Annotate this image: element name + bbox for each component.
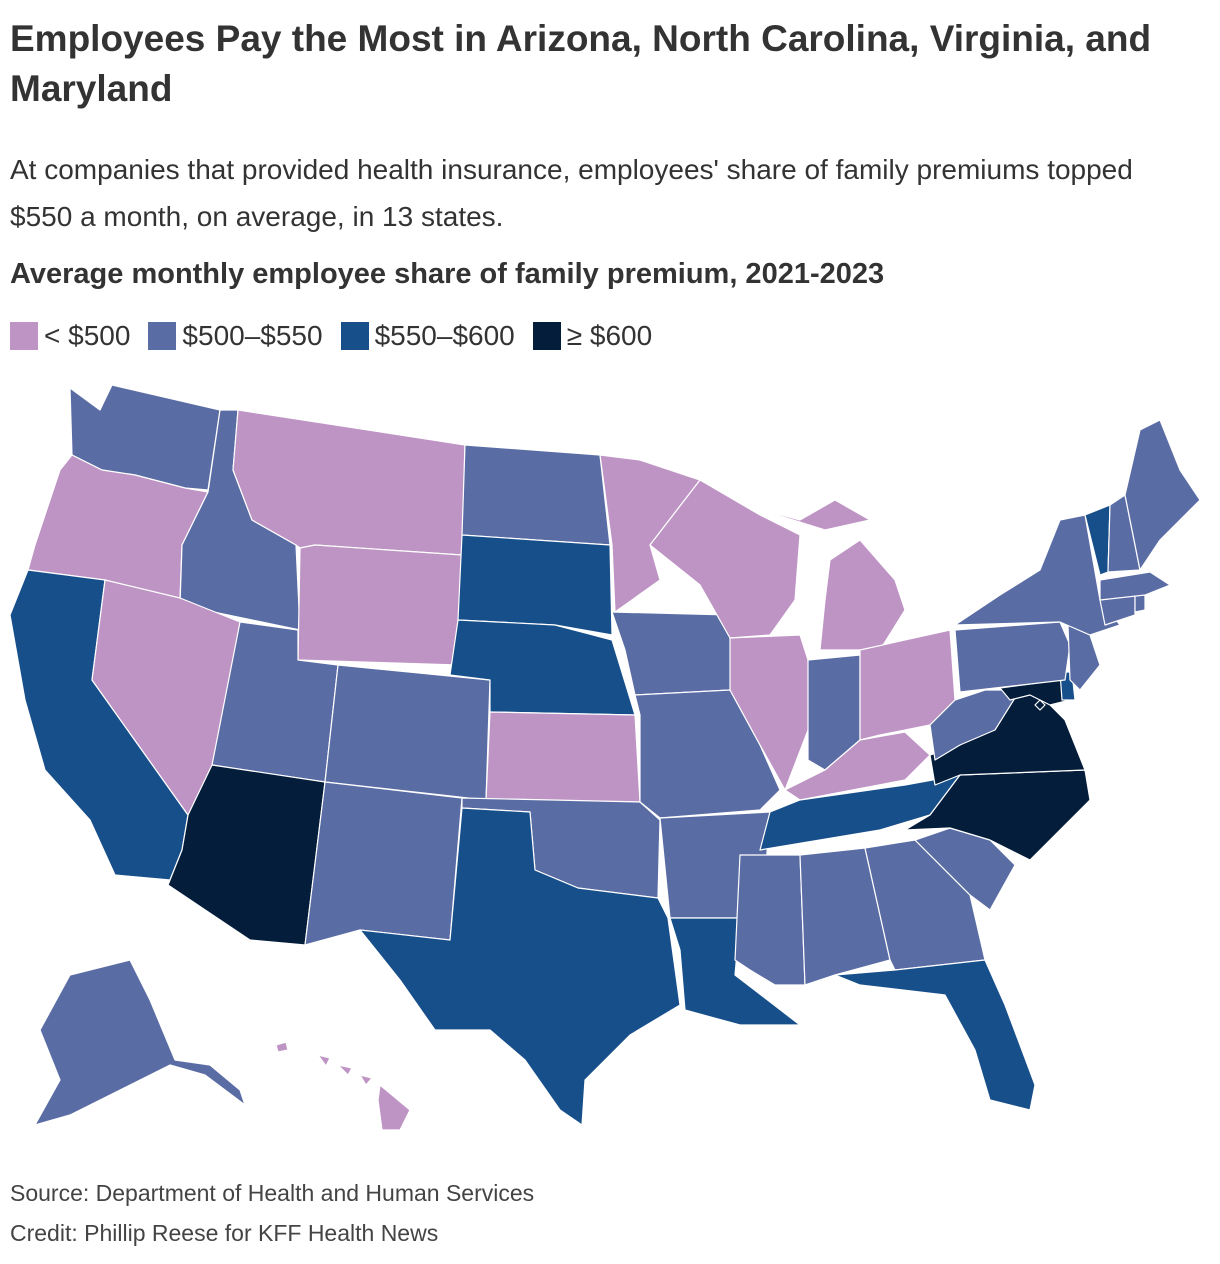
state-alaska: Alaska xyxy=(34,959,246,1126)
legend-label: ≥ $600 xyxy=(566,320,653,351)
state-shape xyxy=(954,621,1071,693)
state-shape xyxy=(744,499,871,531)
state-alabama: Alabama xyxy=(799,847,891,986)
legend-item-600-plus: ≥ $600 xyxy=(532,320,653,352)
state-shape xyxy=(297,544,463,666)
state-shape xyxy=(337,1064,353,1076)
state-mississippi: Mississippi xyxy=(734,854,806,986)
state-pennsylvania: Pennsylvania xyxy=(954,621,1071,693)
us-choropleth-map: WashingtonOregonCaliforniaIdahoNevadaMon… xyxy=(9,384,1201,1131)
legend-label: $550–$600 xyxy=(374,320,515,351)
legend-swatch xyxy=(10,322,38,350)
page-title: Employees Pay the Most in Arizona, North… xyxy=(10,18,1152,109)
page-subtitle: At companies that provided health insura… xyxy=(10,154,1133,232)
state-kentucky: Kentucky xyxy=(784,731,931,801)
state-minnesota: Minnesota xyxy=(599,454,701,613)
state-shape xyxy=(457,534,613,636)
legend-item-under-500: < $500 xyxy=(10,320,130,352)
state-shape xyxy=(799,847,891,986)
state-shape xyxy=(1067,624,1101,691)
state-new-york: New York xyxy=(954,514,1121,636)
state-shape xyxy=(324,664,491,801)
state-colorado: Colorado xyxy=(324,664,491,801)
source-note: Source: Department of Health and Human S… xyxy=(10,1180,535,1206)
legend-swatch xyxy=(148,322,177,350)
state-shape xyxy=(317,1054,331,1067)
state-shape xyxy=(1099,571,1171,601)
state-shape xyxy=(729,634,811,791)
credit-note: Credit: Phillip Reese for KFF Health New… xyxy=(10,1220,439,1246)
state-hawaii: Hawaii xyxy=(275,1041,411,1131)
legend-label: < $500 xyxy=(44,320,131,351)
legend-item-500-550: $500–$550 xyxy=(148,320,323,352)
state-texas: Texas xyxy=(359,807,681,1126)
state-shape xyxy=(275,1041,289,1053)
state-shape xyxy=(1034,699,1046,711)
state-massachusetts: Massachusetts xyxy=(1099,571,1171,601)
legend-item-550-600: $550–$600 xyxy=(340,320,515,352)
state-florida: Florida xyxy=(834,959,1036,1111)
state-south-dakota: South Dakota xyxy=(457,534,613,636)
legend-label: $500–$550 xyxy=(182,320,323,351)
state-shape xyxy=(954,514,1121,636)
state-north-dakota: North Dakota xyxy=(461,444,611,546)
state-new-jersey: New Jersey xyxy=(1067,624,1101,691)
state-wisconsin: Wisconsin xyxy=(649,479,801,639)
state-shape xyxy=(304,781,463,946)
state-kansas: Kansas xyxy=(485,711,641,803)
state-shape xyxy=(1124,419,1201,571)
state-michigan: Michigan xyxy=(744,499,906,651)
state-west-virginia: West Virginia xyxy=(929,689,1021,761)
state-shape xyxy=(784,731,931,801)
state-shape xyxy=(34,959,246,1126)
state-shape xyxy=(1134,594,1146,613)
state-maine: Maine xyxy=(1124,419,1201,571)
state-shape xyxy=(734,854,806,986)
state-shape xyxy=(929,689,1021,761)
state-shape xyxy=(599,454,701,613)
state-rhode-island: Rhode Island xyxy=(1134,594,1146,613)
legend-swatch xyxy=(532,322,561,350)
state-shape xyxy=(649,479,801,639)
state-shape xyxy=(359,1074,373,1086)
state-wyoming: Wyoming xyxy=(297,544,463,666)
state-shape xyxy=(359,807,681,1126)
state-shape xyxy=(377,1084,411,1131)
legend-swatch xyxy=(340,322,369,350)
state-new-mexico: New Mexico xyxy=(304,781,463,946)
state-shape xyxy=(461,444,611,546)
state-shape xyxy=(819,539,906,651)
state-shape xyxy=(834,959,1036,1111)
state-district-of-columbia: District of Columbia xyxy=(1034,699,1046,711)
map-legend: < $500 $500–$550 $550–$600 ≥ $600 xyxy=(10,320,670,352)
state-shape xyxy=(485,711,641,803)
state-illinois: Illinois xyxy=(729,634,811,791)
map-heading: Average monthly employee share of family… xyxy=(10,258,885,290)
